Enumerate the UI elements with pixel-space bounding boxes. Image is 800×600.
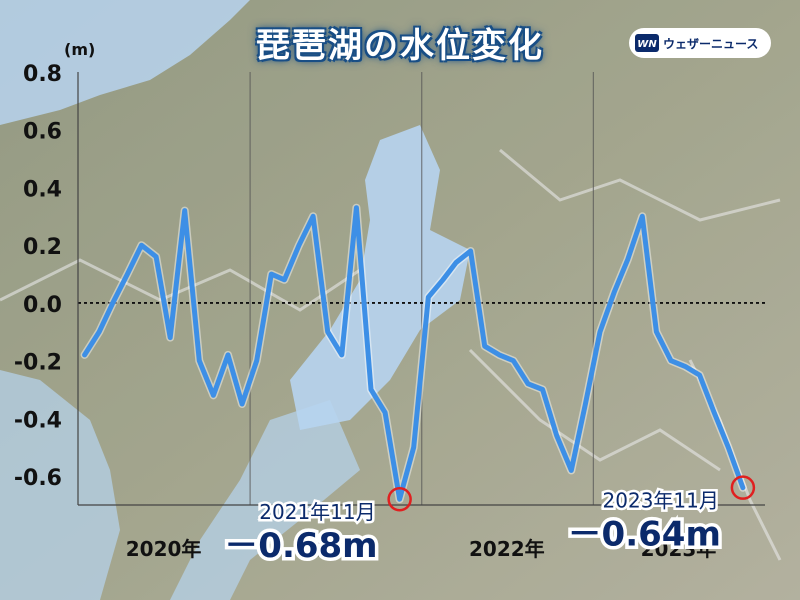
y-tick-label: -0.4 [14,408,62,433]
low-point-marker [387,486,412,512]
series-point [541,388,545,392]
series-point [383,411,387,415]
y-axis-unit-label: (m) [64,40,96,59]
series-point [683,364,687,368]
chart-annotations: 2021年11月－0.68m 2023年11月－0.64m [221,475,756,570]
series-point [139,243,143,247]
y-tick-label: 0.6 [23,120,62,145]
y-tick-label: -0.6 [14,466,62,491]
series-point [168,336,172,340]
low-point-marker [730,475,756,500]
series-point [340,353,344,357]
series-point [726,445,730,449]
series-point [311,214,315,218]
y-tick-label: 0.8 [23,62,62,87]
series-point [183,209,187,213]
x-tick-label: 2023年 [641,537,717,561]
series-point [255,359,259,363]
series-point [741,486,745,490]
series-point [154,255,158,259]
series-point [297,243,301,247]
weathernews-logo: WN ウェザーニュース [629,28,771,58]
logo-text: ウェザーニュース [663,36,759,51]
series-point [526,382,530,386]
weathernews-logo-icon: WN [635,34,659,52]
series-point [626,258,630,262]
series-point [111,301,115,305]
y-tick-label: 0.0 [23,293,62,318]
y-tick-label: 0.4 [23,177,62,202]
series-point [511,359,515,363]
series-point [712,411,716,415]
series-point [640,214,644,218]
series-point [354,206,358,210]
series-point [555,434,559,438]
annotation-date: 2021年11月 [259,500,375,524]
annotation-value: －0.64m [568,515,721,555]
series-point [226,353,230,357]
series-point [426,295,430,299]
x-tick-label: 2022年 [469,537,545,561]
series-point [326,330,330,334]
series-point [240,402,244,406]
series-lines [80,203,747,504]
series-point [569,468,573,472]
series-point [598,330,602,334]
series-point [654,330,658,334]
series-point [369,388,373,392]
svg-text:WN: WN [637,39,657,50]
series-point [398,497,402,501]
series-point [197,359,201,363]
series-point [83,353,87,357]
series-point [583,402,587,406]
y-tick-label: 0.2 [23,235,62,260]
series-point [469,249,473,253]
x-tick-label: 2020年 [126,537,202,561]
chart-axes [77,72,765,506]
annotation-date: 2023年11月 [603,489,719,513]
series-point [483,344,487,348]
y-tick-labels: 0.8 0.6 0.4 0.2 0.0 -0.2 -0.4 -0.6 [14,62,62,491]
series-point [97,330,101,334]
series-point [282,278,286,282]
series-point [125,272,129,276]
series-point [454,261,458,265]
series-point [412,445,416,449]
series-point [441,278,445,282]
y-tick-label: -0.2 [14,351,62,376]
chart-title: 琵琶湖の水位変化 [256,26,544,66]
series-point [669,359,673,363]
series-point [211,393,215,397]
annotation-value: －0.68m [224,526,377,566]
series-point [613,289,617,293]
x-tick-labels: 2020年 2021年 2022年 2023年 [126,537,717,561]
x-tick-label: 2021年 [297,537,373,561]
series-point [497,353,501,357]
chart-grid [78,72,765,505]
series-point [269,272,273,276]
series-point [698,373,702,377]
